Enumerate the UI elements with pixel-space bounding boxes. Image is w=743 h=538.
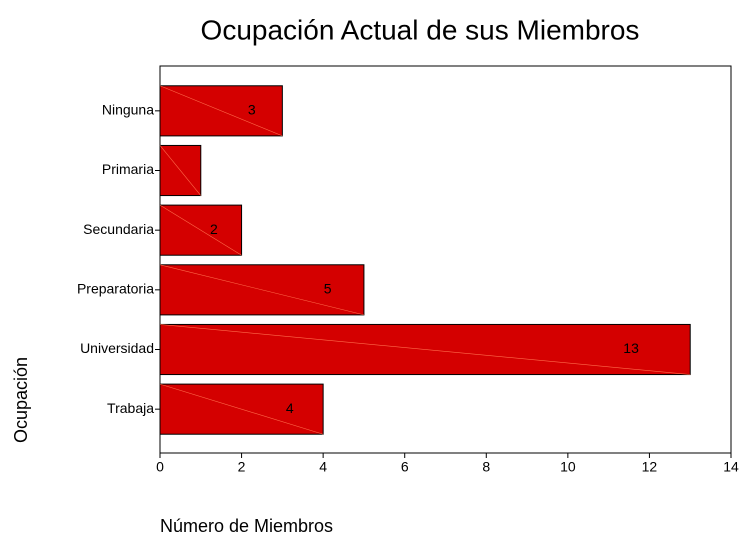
y-tick-label: Ninguna [102,102,154,118]
y-tick-label: Secundaria [83,221,154,237]
y-tick-label: Universidad [80,340,154,356]
chart-title: Ocupación Actual de sus Miembros [201,14,640,45]
x-tick-label: 0 [156,459,164,475]
x-tick-label: 14 [723,459,739,475]
bar-shine [159,85,283,137]
y-tick-label: Primaria [102,161,154,177]
bar-shine [159,383,324,435]
x-tick-label: 12 [642,459,658,475]
data-label: 3 [248,102,256,118]
y-axis-title: Ocupación [11,357,31,443]
y-tick-label: Trabaja [107,400,154,416]
x-tick-label: 6 [401,459,409,475]
x-tick-label: 2 [238,459,246,475]
data-label: 5 [324,281,332,297]
x-tick-label: 8 [482,459,490,475]
x-tick-label: 10 [560,459,576,475]
bar-shine [159,204,242,256]
data-label: 13 [623,340,639,356]
x-tick-label: 4 [319,459,327,475]
plot-frame [159,65,732,454]
bar-shine [159,145,202,196]
bar-shine [159,324,691,375]
data-label: 2 [210,221,218,237]
x-axis-title: Número de Miembros [160,516,333,536]
bar-shine [159,264,365,316]
data-label: 4 [286,400,294,416]
y-tick-label: Preparatoria [77,281,154,297]
